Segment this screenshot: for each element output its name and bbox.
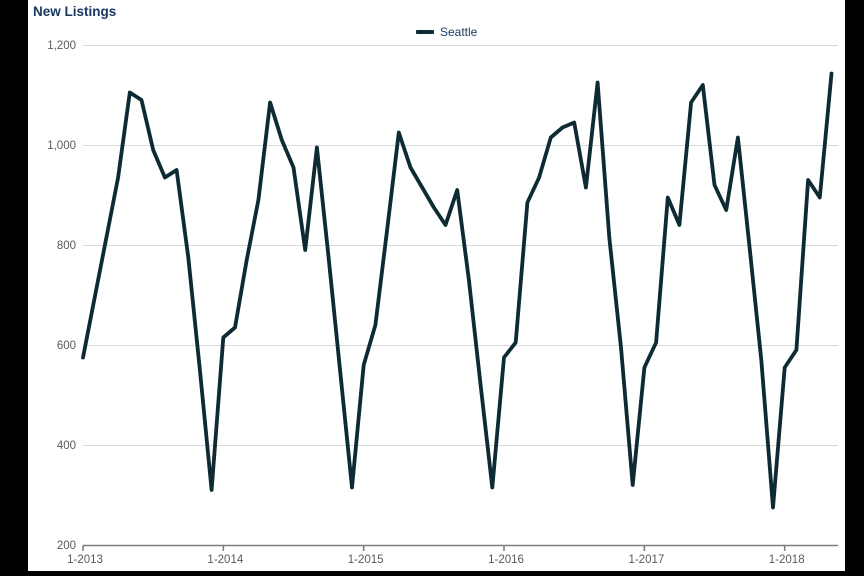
line-chart: 200 400 600 800 1,000 1,200 1-2013 1-2014 1-2015…	[47, 40, 838, 566]
legend: Seattle	[416, 25, 477, 39]
y-axis-label: 400	[57, 440, 76, 452]
legend-label: Seattle	[440, 25, 478, 39]
y-axis-label: 1,000	[47, 140, 76, 152]
x-axis-label: 1-2015	[348, 554, 384, 566]
y-axis-label: 1,200	[47, 40, 76, 52]
x-axis-label: 1-2013	[67, 554, 103, 566]
x-axis-label: 1-2018	[769, 554, 805, 566]
page-title: New Listings	[33, 4, 117, 19]
x-axis-label: 1-2014	[207, 554, 243, 566]
y-axis-label: 600	[57, 340, 76, 352]
legend-line-swatch-icon	[416, 30, 434, 34]
seattle-data-line	[81, 71, 834, 510]
y-axis-label: 200	[57, 540, 76, 552]
chart-card: New Listings Seattle 200 400 600 800 1,000 1,…	[28, 0, 845, 571]
x-axis-label: 1-2017	[628, 554, 664, 566]
y-axis-label: 800	[57, 240, 76, 252]
x-axis-label: 1-2016	[488, 554, 524, 566]
